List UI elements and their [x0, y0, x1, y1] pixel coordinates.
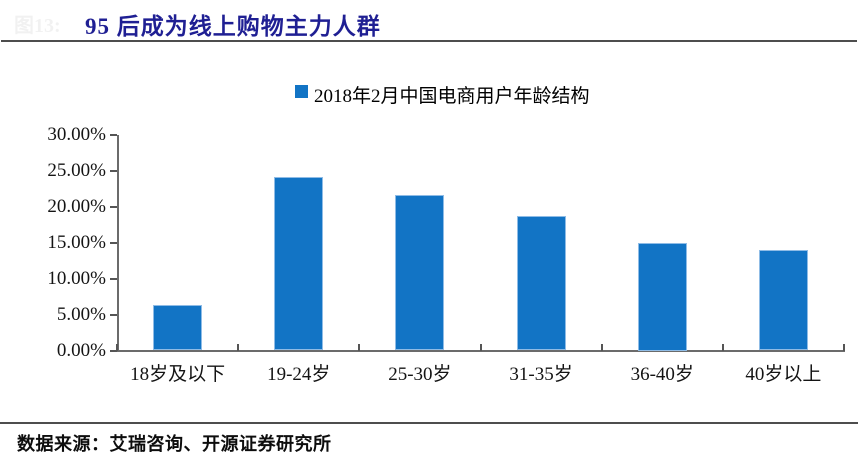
y-tick-label: 5.00% — [56, 303, 106, 325]
y-tick-label: 30.00% — [47, 124, 106, 145]
x-axis-tick — [358, 343, 361, 351]
page-title: 95 后成为线上购物主力人群 — [85, 14, 381, 39]
y-tick-label: 15.00% — [47, 231, 106, 253]
y-axis-tick — [110, 205, 117, 208]
bar — [274, 176, 324, 351]
title-underline-rule — [1, 40, 857, 42]
x-axis-tick — [116, 343, 118, 351]
bar — [637, 242, 687, 351]
x-category-label: 40岁以上 — [745, 364, 822, 385]
y-tick-label: 20.00% — [47, 195, 106, 217]
x-axis-tick — [600, 343, 603, 351]
x-axis-tick — [237, 343, 240, 351]
bar — [153, 304, 203, 351]
bar — [516, 216, 566, 351]
x-axis-tick — [843, 343, 845, 351]
x-category-label: 18岁及以下 — [130, 364, 226, 385]
legend-swatch-icon — [295, 85, 308, 98]
x-category-label: 25-30岁 — [388, 364, 452, 385]
y-axis-tick — [110, 169, 117, 172]
y-tick-label: 10.00% — [47, 267, 106, 289]
y-tick-label: 25.00% — [47, 159, 106, 181]
y-axis-tick — [110, 313, 117, 316]
x-axis-line — [117, 350, 845, 352]
y-axis-tick — [110, 277, 117, 280]
x-category-label: 31-35岁 — [509, 364, 573, 385]
y-tick-label: 0.00% — [56, 339, 106, 361]
y-axis-tick — [110, 134, 117, 136]
ghost-figure-label: 图13: — [14, 15, 61, 37]
bar — [395, 195, 445, 351]
x-category-label: 36-40岁 — [630, 364, 694, 385]
source-note: 数据来源：艾瑞咨询、开源证券研究所 — [17, 434, 332, 454]
x-axis-tick — [479, 343, 482, 351]
y-axis-line — [117, 135, 119, 352]
x-category-label: 19-24岁 — [267, 364, 331, 385]
bar — [758, 249, 808, 351]
footer-rule — [0, 422, 858, 424]
y-axis-tick — [110, 241, 117, 244]
y-axis-tick — [110, 349, 117, 352]
legend-label: 2018年2月中国电商用户年龄结构 — [314, 86, 590, 107]
chart-legend: 2018年2月中国电商用户年龄结构 — [295, 81, 590, 108]
x-axis-tick — [721, 343, 724, 351]
